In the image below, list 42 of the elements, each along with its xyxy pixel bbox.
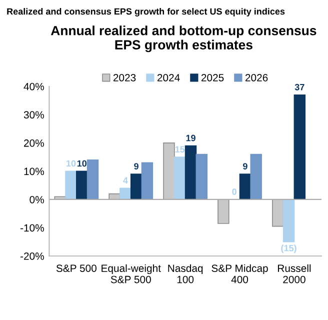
data-label: 10 xyxy=(77,160,87,167)
y-tick-label: 20% xyxy=(24,139,44,147)
bar xyxy=(76,170,88,200)
chart-subtitle: Realized and consensus EPS growth for select US equity indices xyxy=(7,8,285,16)
bar xyxy=(196,154,208,200)
bar xyxy=(218,199,230,224)
bar xyxy=(174,156,186,200)
x-tick-label: Nasdaq 100 xyxy=(168,264,203,284)
data-label: 15 xyxy=(175,146,185,153)
y-tick-label: 40% xyxy=(24,82,44,90)
bar xyxy=(130,174,142,200)
data-label: 9 xyxy=(134,163,138,170)
x-tick-label: S&P 500 xyxy=(56,264,96,272)
data-label: 10 xyxy=(66,160,76,167)
bar xyxy=(294,94,306,200)
data-label: 4 xyxy=(123,177,128,184)
data-label: 37 xyxy=(294,84,304,90)
data-label: (15) xyxy=(281,244,296,254)
bar xyxy=(86,159,99,200)
x-tick-label: Equal-weight S&P 500 xyxy=(102,264,161,284)
y-tick-label: 10% xyxy=(24,168,44,176)
y-tick-label: 0% xyxy=(30,196,44,204)
y-tick-label: 30% xyxy=(24,111,44,119)
data-label: 9 xyxy=(243,163,248,170)
legend-label: 2024 xyxy=(157,74,180,82)
bar xyxy=(141,162,154,200)
legend-label: 2023 xyxy=(113,74,136,82)
y-tick-label: -10% xyxy=(20,224,44,232)
x-tick-label: Russell 2000 xyxy=(278,264,311,284)
bar xyxy=(163,142,175,200)
legend-label: 2025 xyxy=(201,74,224,82)
bar xyxy=(184,145,197,200)
chart-title: Annual realized and bottom-up consensus EPS growth estimates xyxy=(50,26,316,52)
data-label: 0 xyxy=(232,188,236,195)
y-tick-label: -20% xyxy=(20,252,44,260)
data-label: 19 xyxy=(186,134,196,142)
bar xyxy=(65,170,77,200)
bar xyxy=(272,199,284,227)
bar xyxy=(250,154,262,200)
x-tick-label: S&P Midcap 400 xyxy=(212,264,268,284)
legend-label: 2026 xyxy=(245,74,268,82)
bar xyxy=(282,199,295,242)
